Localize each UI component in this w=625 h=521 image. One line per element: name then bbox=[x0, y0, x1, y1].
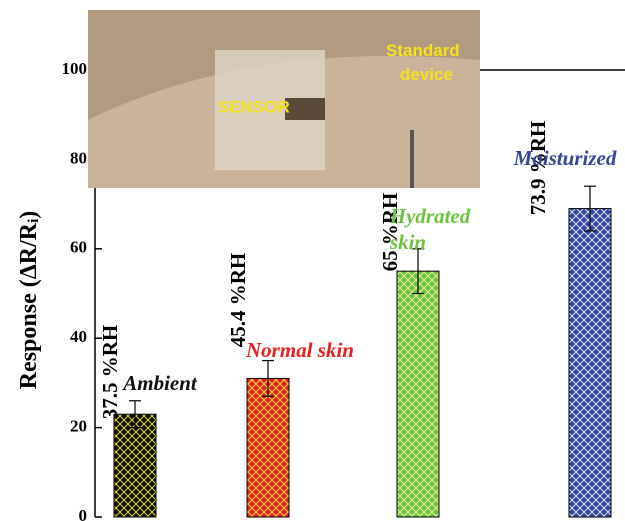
y-axis-label-main: Response (ΔR/R bbox=[16, 222, 42, 389]
bar bbox=[396, 270, 440, 518]
humidity-label: 73.9 %RH bbox=[526, 121, 550, 216]
error-bar bbox=[584, 185, 596, 232]
humidity-label: 37.5 %RH bbox=[98, 325, 122, 420]
error-bar bbox=[129, 400, 141, 429]
y-tick-label: 60 bbox=[70, 238, 87, 257]
category-label-line: skin bbox=[389, 230, 426, 254]
inset-label: Standard device bbox=[386, 41, 460, 84]
y-tick-label: 40 bbox=[70, 327, 87, 346]
y-axis-label: Response (ΔR/Ri) bbox=[16, 211, 43, 390]
category-label: Ambient bbox=[121, 371, 198, 395]
y-tick-label: 20 bbox=[70, 417, 87, 436]
category-label: Hydrated skin bbox=[389, 204, 471, 254]
inset-label-line: Standard bbox=[386, 41, 460, 60]
category-label-line: Hydrated bbox=[389, 204, 471, 228]
error-bar bbox=[262, 359, 274, 397]
bar bbox=[246, 377, 290, 518]
error-bar bbox=[412, 248, 424, 295]
bar bbox=[113, 413, 157, 518]
y-tick-label: 100 bbox=[62, 59, 88, 78]
photo-strip bbox=[285, 98, 325, 120]
category-label: Moisturized bbox=[513, 146, 617, 170]
y-axis-label-end: ) bbox=[16, 211, 42, 219]
bar bbox=[568, 208, 612, 518]
inset-label: SENSOR bbox=[218, 97, 290, 116]
category-label: Normal skin bbox=[245, 338, 354, 362]
humidity-label: 65 %RH bbox=[378, 193, 402, 272]
y-axis-label-sub: i bbox=[26, 219, 42, 223]
y-tick-label: 0 bbox=[79, 506, 88, 521]
inset-label-line: device bbox=[400, 65, 453, 84]
y-tick-label: 80 bbox=[70, 148, 87, 167]
humidity-label: 45.4 %RH bbox=[226, 253, 250, 348]
